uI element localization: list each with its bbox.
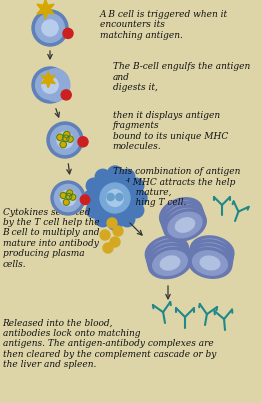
Ellipse shape (176, 218, 195, 232)
Circle shape (54, 185, 81, 212)
Circle shape (63, 199, 69, 205)
Ellipse shape (146, 240, 189, 271)
Text: This combination of antigen
and MHC attracts the help
of a  mature,
matching T c: This combination of antigen and MHC attr… (113, 167, 240, 208)
Ellipse shape (145, 236, 188, 267)
Ellipse shape (194, 243, 229, 267)
Text: Released into the blood,
antibodies lock onto matching
antigens. The antigen-ant: Released into the blood, antibodies lock… (3, 318, 216, 369)
Ellipse shape (188, 248, 232, 278)
Circle shape (83, 190, 98, 206)
Circle shape (36, 71, 64, 100)
Circle shape (129, 178, 144, 193)
Polygon shape (37, 0, 54, 19)
Ellipse shape (41, 69, 70, 101)
Ellipse shape (152, 247, 186, 272)
Circle shape (119, 212, 135, 227)
Circle shape (113, 226, 123, 236)
Circle shape (60, 190, 76, 206)
Circle shape (103, 243, 113, 253)
Circle shape (61, 90, 71, 100)
Circle shape (60, 141, 67, 148)
Circle shape (57, 134, 63, 141)
Ellipse shape (168, 212, 202, 238)
Circle shape (32, 67, 68, 103)
Circle shape (95, 169, 110, 185)
Text: then it displays antigen fragments
bound to its unique MHC
molecules.: then it displays antigen fragments bound… (113, 111, 228, 151)
Ellipse shape (190, 240, 233, 270)
Circle shape (36, 14, 64, 42)
Circle shape (95, 212, 110, 227)
Ellipse shape (161, 202, 204, 233)
Circle shape (116, 193, 123, 201)
Circle shape (51, 181, 85, 215)
Ellipse shape (167, 208, 201, 234)
Circle shape (32, 10, 68, 46)
Circle shape (100, 183, 130, 213)
Circle shape (70, 194, 76, 200)
Circle shape (107, 166, 123, 181)
Circle shape (86, 203, 101, 218)
Circle shape (132, 190, 147, 206)
Ellipse shape (200, 256, 220, 270)
Circle shape (67, 190, 73, 196)
Circle shape (42, 77, 58, 93)
Text: The B-cell engulfs the antigen and
digests it,: The B-cell engulfs the antigen and diges… (113, 62, 250, 92)
Ellipse shape (153, 251, 187, 276)
Text: Cytokines secreted
by the T cell help the
B cell to multiply and
mature into ant: Cytokines secreted by the T cell help th… (3, 208, 100, 268)
Circle shape (107, 218, 117, 228)
Ellipse shape (193, 251, 227, 275)
Polygon shape (41, 71, 55, 88)
Ellipse shape (164, 201, 198, 226)
Ellipse shape (195, 239, 230, 264)
Circle shape (119, 169, 135, 185)
Circle shape (63, 28, 73, 38)
Circle shape (80, 195, 90, 204)
Circle shape (100, 230, 110, 240)
Circle shape (63, 135, 69, 141)
Ellipse shape (150, 239, 184, 264)
Circle shape (129, 203, 144, 218)
Circle shape (107, 193, 114, 201)
Circle shape (110, 237, 120, 247)
Circle shape (107, 215, 123, 230)
Ellipse shape (160, 256, 180, 270)
Ellipse shape (147, 243, 190, 275)
Text: A B cell is triggered when it encounters its
matching antigen.: A B cell is triggered when it encounters… (100, 10, 228, 40)
Ellipse shape (189, 244, 232, 274)
Ellipse shape (162, 205, 205, 237)
Circle shape (78, 137, 88, 147)
Ellipse shape (190, 236, 234, 266)
Ellipse shape (164, 209, 206, 241)
Ellipse shape (193, 247, 228, 271)
Ellipse shape (148, 247, 192, 278)
Circle shape (66, 193, 72, 199)
Circle shape (67, 136, 73, 142)
Circle shape (60, 192, 66, 199)
Circle shape (107, 189, 123, 206)
Circle shape (64, 131, 70, 138)
Circle shape (42, 77, 58, 93)
Ellipse shape (165, 205, 199, 230)
Circle shape (57, 132, 73, 148)
Circle shape (86, 178, 101, 193)
Ellipse shape (151, 243, 185, 268)
Circle shape (51, 126, 79, 154)
Circle shape (47, 122, 83, 158)
Ellipse shape (160, 198, 202, 230)
Circle shape (95, 178, 135, 218)
Circle shape (42, 20, 58, 36)
